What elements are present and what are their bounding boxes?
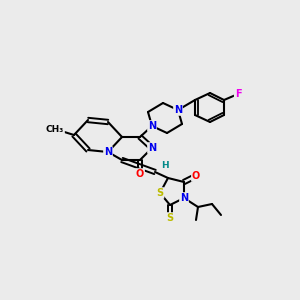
- Text: CH₃: CH₃: [46, 125, 64, 134]
- Text: N: N: [148, 143, 156, 153]
- Text: O: O: [192, 171, 200, 181]
- Text: N: N: [104, 147, 112, 157]
- Text: N: N: [180, 193, 188, 203]
- Text: N: N: [148, 121, 156, 131]
- Text: S: S: [156, 188, 164, 198]
- Text: S: S: [167, 213, 174, 223]
- Text: H: H: [161, 161, 169, 170]
- Text: F: F: [235, 89, 241, 99]
- Text: O: O: [136, 169, 144, 179]
- Text: N: N: [174, 105, 182, 115]
